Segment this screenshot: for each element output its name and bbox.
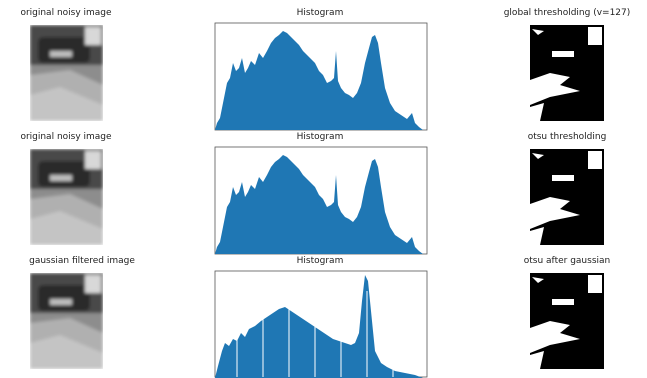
panel-title: Histogram [297,132,344,142]
panel-title: Histogram [297,8,344,18]
figure: original noisy image Histogram global th… [0,0,647,378]
panel-title: original noisy image [20,132,112,142]
image [30,149,103,245]
panel-title: gaussian filtered image [29,256,135,266]
panel-title: global thresholding (v=127) [504,8,631,18]
histogram [215,271,427,378]
image [530,149,604,245]
panel-title: Histogram [297,256,344,266]
panel-title: otsu thresholding [528,132,607,142]
histogram [215,23,427,130]
panel-title: original noisy image [20,8,112,18]
image [530,273,604,369]
image [530,25,604,121]
image [30,273,103,369]
image [30,25,103,121]
panel-title: otsu after gaussian [524,256,610,266]
histogram [215,147,427,254]
